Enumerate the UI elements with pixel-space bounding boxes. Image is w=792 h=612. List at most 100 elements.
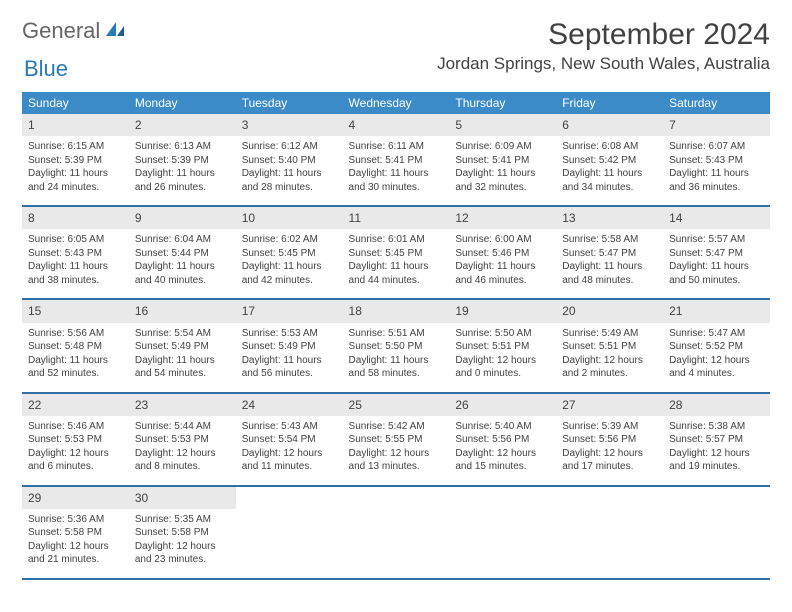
sunrise-line: Sunrise: 6:04 AM: [135, 233, 230, 247]
sunrise-line: Sunrise: 6:09 AM: [455, 140, 550, 154]
weekday-header: Friday: [556, 92, 663, 114]
day-content-cell: Sunrise: 5:35 AMSunset: 5:58 PMDaylight:…: [129, 509, 236, 579]
day-number-cell: 11: [343, 206, 450, 229]
sunrise-line: Sunrise: 6:08 AM: [562, 140, 657, 154]
sunset-line: Sunset: 5:40 PM: [242, 154, 337, 168]
day-content-cell: Sunrise: 5:58 AMSunset: 5:47 PMDaylight:…: [556, 229, 663, 299]
sunset-line: Sunset: 5:47 PM: [562, 247, 657, 261]
day-number-cell: 17: [236, 299, 343, 322]
day-number-row: 891011121314: [22, 206, 770, 229]
day-content-row: Sunrise: 6:05 AMSunset: 5:43 PMDaylight:…: [22, 229, 770, 299]
sunrise-line: Sunrise: 5:49 AM: [562, 327, 657, 341]
day-number-cell: 15: [22, 299, 129, 322]
day-number-cell: 25: [343, 393, 450, 416]
weekday-header: Tuesday: [236, 92, 343, 114]
sunset-line: Sunset: 5:49 PM: [135, 340, 230, 354]
day-content-cell: Sunrise: 5:47 AMSunset: 5:52 PMDaylight:…: [663, 323, 770, 393]
sunset-line: Sunset: 5:39 PM: [135, 154, 230, 168]
day-content-cell: Sunrise: 5:43 AMSunset: 5:54 PMDaylight:…: [236, 416, 343, 486]
day-number-cell: 29: [22, 486, 129, 509]
sunset-line: Sunset: 5:41 PM: [455, 154, 550, 168]
sunrise-line: Sunrise: 5:51 AM: [349, 327, 444, 341]
daylight-line: Daylight: 11 hours and 34 minutes.: [562, 167, 657, 194]
day-content-cell: [343, 509, 450, 579]
day-number-cell: 20: [556, 299, 663, 322]
sunrise-line: Sunrise: 6:02 AM: [242, 233, 337, 247]
daylight-line: Daylight: 11 hours and 52 minutes.: [28, 354, 123, 381]
sunrise-line: Sunrise: 5:47 AM: [669, 327, 764, 341]
day-content-cell: Sunrise: 6:00 AMSunset: 5:46 PMDaylight:…: [449, 229, 556, 299]
day-content-cell: Sunrise: 6:09 AMSunset: 5:41 PMDaylight:…: [449, 136, 556, 206]
day-content-cell: Sunrise: 5:51 AMSunset: 5:50 PMDaylight:…: [343, 323, 450, 393]
day-content-cell: [236, 509, 343, 579]
day-number-cell: 19: [449, 299, 556, 322]
daylight-line: Daylight: 11 hours and 30 minutes.: [349, 167, 444, 194]
sunset-line: Sunset: 5:51 PM: [455, 340, 550, 354]
day-number-cell: 10: [236, 206, 343, 229]
day-content-cell: Sunrise: 6:15 AMSunset: 5:39 PMDaylight:…: [22, 136, 129, 206]
day-content-cell: [556, 509, 663, 579]
sunset-line: Sunset: 5:58 PM: [28, 526, 123, 540]
sunrise-line: Sunrise: 5:40 AM: [455, 420, 550, 434]
daylight-line: Daylight: 12 hours and 4 minutes.: [669, 354, 764, 381]
day-number-cell: 28: [663, 393, 770, 416]
daylight-line: Daylight: 12 hours and 11 minutes.: [242, 447, 337, 474]
sunrise-line: Sunrise: 6:13 AM: [135, 140, 230, 154]
sunrise-line: Sunrise: 6:01 AM: [349, 233, 444, 247]
daylight-line: Daylight: 11 hours and 42 minutes.: [242, 260, 337, 287]
day-content-row: Sunrise: 5:46 AMSunset: 5:53 PMDaylight:…: [22, 416, 770, 486]
sunset-line: Sunset: 5:51 PM: [562, 340, 657, 354]
daylight-line: Daylight: 11 hours and 58 minutes.: [349, 354, 444, 381]
sunrise-line: Sunrise: 5:35 AM: [135, 513, 230, 527]
day-number-cell: [556, 486, 663, 509]
sunrise-line: Sunrise: 6:05 AM: [28, 233, 123, 247]
logo: General: [22, 18, 130, 44]
sunset-line: Sunset: 5:54 PM: [242, 433, 337, 447]
daylight-line: Daylight: 11 hours and 46 minutes.: [455, 260, 550, 287]
daylight-line: Daylight: 11 hours and 38 minutes.: [28, 260, 123, 287]
daylight-line: Daylight: 12 hours and 15 minutes.: [455, 447, 550, 474]
sunrise-line: Sunrise: 6:15 AM: [28, 140, 123, 154]
daylight-line: Daylight: 12 hours and 8 minutes.: [135, 447, 230, 474]
sunset-line: Sunset: 5:42 PM: [562, 154, 657, 168]
day-number-cell: 9: [129, 206, 236, 229]
day-number-cell: 8: [22, 206, 129, 229]
day-content-cell: Sunrise: 6:13 AMSunset: 5:39 PMDaylight:…: [129, 136, 236, 206]
sunset-line: Sunset: 5:58 PM: [135, 526, 230, 540]
day-number-cell: 27: [556, 393, 663, 416]
day-content-cell: Sunrise: 5:39 AMSunset: 5:56 PMDaylight:…: [556, 416, 663, 486]
daylight-line: Daylight: 12 hours and 21 minutes.: [28, 540, 123, 567]
day-number-cell: 14: [663, 206, 770, 229]
daylight-line: Daylight: 12 hours and 19 minutes.: [669, 447, 764, 474]
weekday-header: Monday: [129, 92, 236, 114]
day-content-cell: Sunrise: 6:02 AMSunset: 5:45 PMDaylight:…: [236, 229, 343, 299]
sunrise-line: Sunrise: 5:53 AM: [242, 327, 337, 341]
daylight-line: Daylight: 11 hours and 36 minutes.: [669, 167, 764, 194]
day-content-cell: Sunrise: 5:42 AMSunset: 5:55 PMDaylight:…: [343, 416, 450, 486]
day-number-cell: 12: [449, 206, 556, 229]
sunset-line: Sunset: 5:43 PM: [669, 154, 764, 168]
weekday-header: Thursday: [449, 92, 556, 114]
logo-text-general: General: [22, 18, 100, 44]
day-content-cell: Sunrise: 5:36 AMSunset: 5:58 PMDaylight:…: [22, 509, 129, 579]
day-number-cell: 3: [236, 114, 343, 136]
day-number-cell: 23: [129, 393, 236, 416]
sunrise-line: Sunrise: 6:12 AM: [242, 140, 337, 154]
day-content-row: Sunrise: 5:56 AMSunset: 5:48 PMDaylight:…: [22, 323, 770, 393]
day-number-cell: [663, 486, 770, 509]
day-number-cell: 24: [236, 393, 343, 416]
day-number-cell: [236, 486, 343, 509]
day-number-cell: 7: [663, 114, 770, 136]
daylight-line: Daylight: 11 hours and 24 minutes.: [28, 167, 123, 194]
sunrise-line: Sunrise: 5:39 AM: [562, 420, 657, 434]
sunset-line: Sunset: 5:50 PM: [349, 340, 444, 354]
logo-sail-icon: [104, 18, 126, 44]
sunrise-line: Sunrise: 6:11 AM: [349, 140, 444, 154]
sunset-line: Sunset: 5:39 PM: [28, 154, 123, 168]
day-content-cell: Sunrise: 6:11 AMSunset: 5:41 PMDaylight:…: [343, 136, 450, 206]
location: Jordan Springs, New South Wales, Austral…: [437, 54, 770, 74]
sunrise-line: Sunrise: 5:56 AM: [28, 327, 123, 341]
daylight-line: Daylight: 11 hours and 56 minutes.: [242, 354, 337, 381]
daylight-line: Daylight: 12 hours and 0 minutes.: [455, 354, 550, 381]
sunrise-line: Sunrise: 5:36 AM: [28, 513, 123, 527]
